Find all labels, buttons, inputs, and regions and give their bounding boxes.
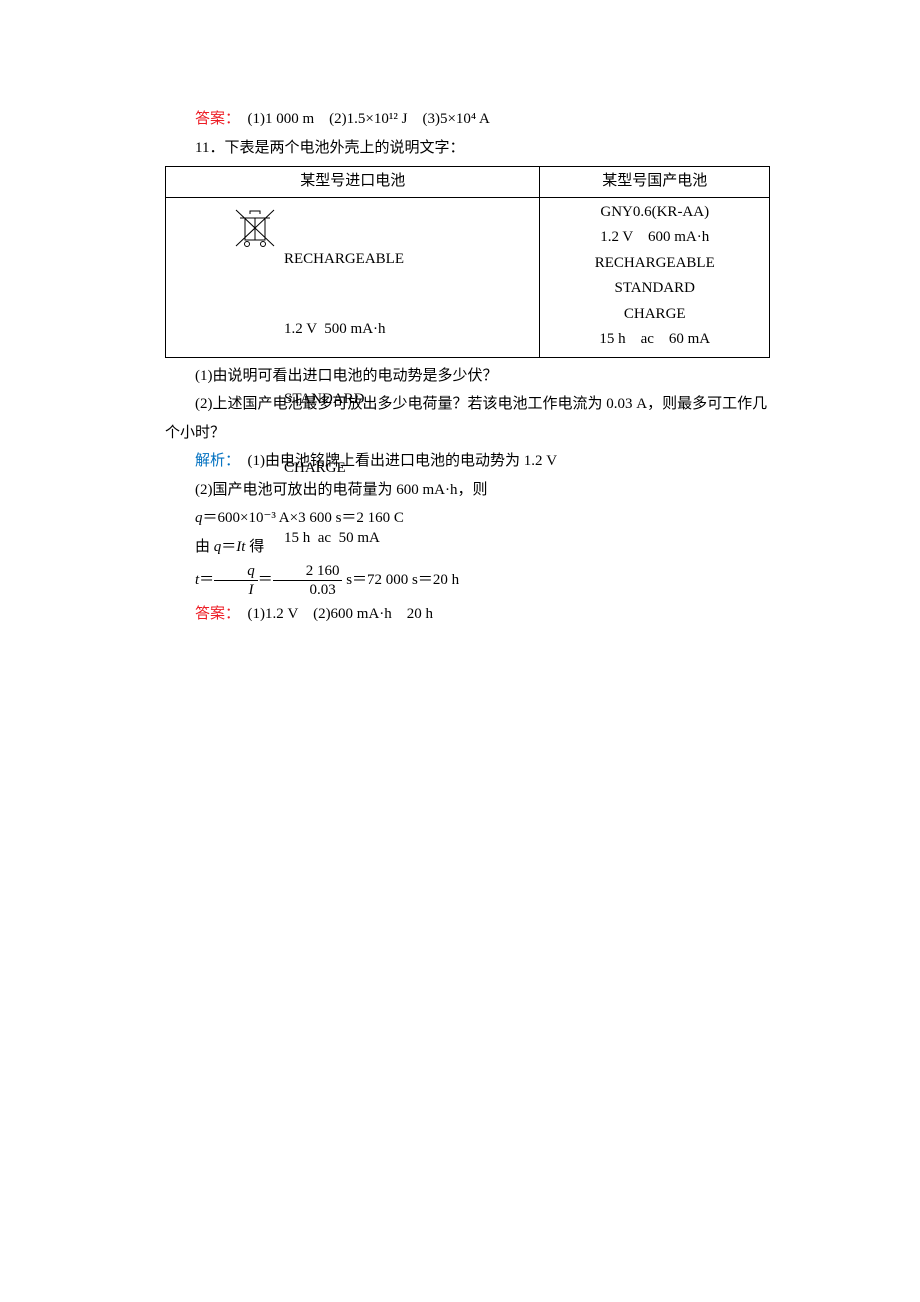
- q11-part2: (2)上述国产电池最多可放出多少电荷量？若该电池工作电流为 0.03 A，则最多…: [165, 390, 770, 447]
- analysis-4-prefix: 由: [195, 539, 214, 555]
- header-import: 某型号进口电池: [166, 167, 540, 198]
- page: 答案： (1)1 000 m (2)1.5×10¹² J (3)5×10⁴ A …: [0, 0, 920, 1302]
- domestic-line: GNY0.6(KR-AA): [548, 200, 761, 226]
- analysis-line-4: 由 q＝It 得: [165, 533, 770, 562]
- domestic-cell: GNY0.6(KR-AA) 1.2 V 600 mA·h RECHARGEABL…: [540, 197, 770, 357]
- import-cell: RECHARGEABLE 1.2 V 500 mA·h STANDARD CHA…: [166, 197, 540, 357]
- prev-answer-text: (1)1 000 m (2)1.5×10¹² J (3)5×10⁴ A: [233, 111, 490, 127]
- analysis-4-rest: 得: [245, 539, 264, 555]
- q11-part1: (1)由说明可看出进口电池的电动势是多少伏？: [165, 362, 770, 391]
- frac1-num: q: [214, 562, 258, 581]
- table-body-row: RECHARGEABLE 1.2 V 500 mA·h STANDARD CHA…: [166, 197, 770, 357]
- domestic-line: CHARGE: [548, 302, 761, 328]
- analysis-5-eq2: ＝: [258, 572, 273, 588]
- frac-q-over-I: qI: [214, 562, 258, 599]
- q11-number: 11．: [195, 140, 224, 156]
- import-line: 1.2 V 500 mA·h: [284, 318, 404, 341]
- q11-answer-label: 答案：: [195, 606, 233, 622]
- import-text-block: RECHARGEABLE 1.2 V 500 mA·h STANDARD CHA…: [284, 202, 404, 597]
- domestic-line: 15 h ac 60 mA: [548, 327, 761, 353]
- no-dispose-icon: [232, 206, 278, 250]
- analysis-4-eq: ＝: [221, 539, 236, 555]
- q11-intro-text: 下表是两个电池外壳上的说明文字：: [224, 140, 464, 156]
- analysis-5-eq1: ＝: [199, 572, 214, 588]
- domestic-line: STANDARD: [548, 276, 761, 302]
- q11-answer-text: (1)1.2 V (2)600 mA·h 20 h: [233, 606, 434, 622]
- prev-answer-line: 答案： (1)1 000 m (2)1.5×10¹² J (3)5×10⁴ A: [165, 105, 770, 134]
- header-domestic: 某型号国产电池: [540, 167, 770, 198]
- domestic-line: 1.2 V 600 mA·h: [548, 225, 761, 251]
- analysis-line-1: 解析： (1)由电池铭牌上看出进口电池的电动势为 1.2 V: [165, 447, 770, 476]
- frac1-den: I: [214, 581, 258, 599]
- q11-answer-line: 答案： (1)1.2 V (2)600 mA·h 20 h: [165, 600, 770, 629]
- battery-table: 某型号进口电池 某型号国产电池: [165, 166, 770, 358]
- analysis-label: 解析：: [195, 453, 233, 469]
- analysis-line-5: t＝qI＝2 1600.03 s＝72 000 s＝20 h: [165, 561, 770, 600]
- import-line: CHARGE: [284, 457, 404, 480]
- analysis-line-2: (2)国产电池可放出的电荷量为 600 mA·h，则: [165, 476, 770, 505]
- analysis-line-3: q＝600×10⁻³ A×3 600 s＝2 160 C: [165, 504, 770, 533]
- domestic-line: RECHARGEABLE: [548, 251, 761, 277]
- prev-answer-label: 答案：: [195, 111, 233, 127]
- q11-intro: 11．下表是两个电池外壳上的说明文字：: [165, 134, 770, 163]
- import-line: RECHARGEABLE: [284, 248, 404, 271]
- import-line: 15 h ac 50 mA: [284, 527, 404, 550]
- table-header-row: 某型号进口电池 某型号国产电池: [166, 167, 770, 198]
- import-line: STANDARD: [284, 388, 404, 411]
- analysis-3-q: q: [195, 510, 203, 526]
